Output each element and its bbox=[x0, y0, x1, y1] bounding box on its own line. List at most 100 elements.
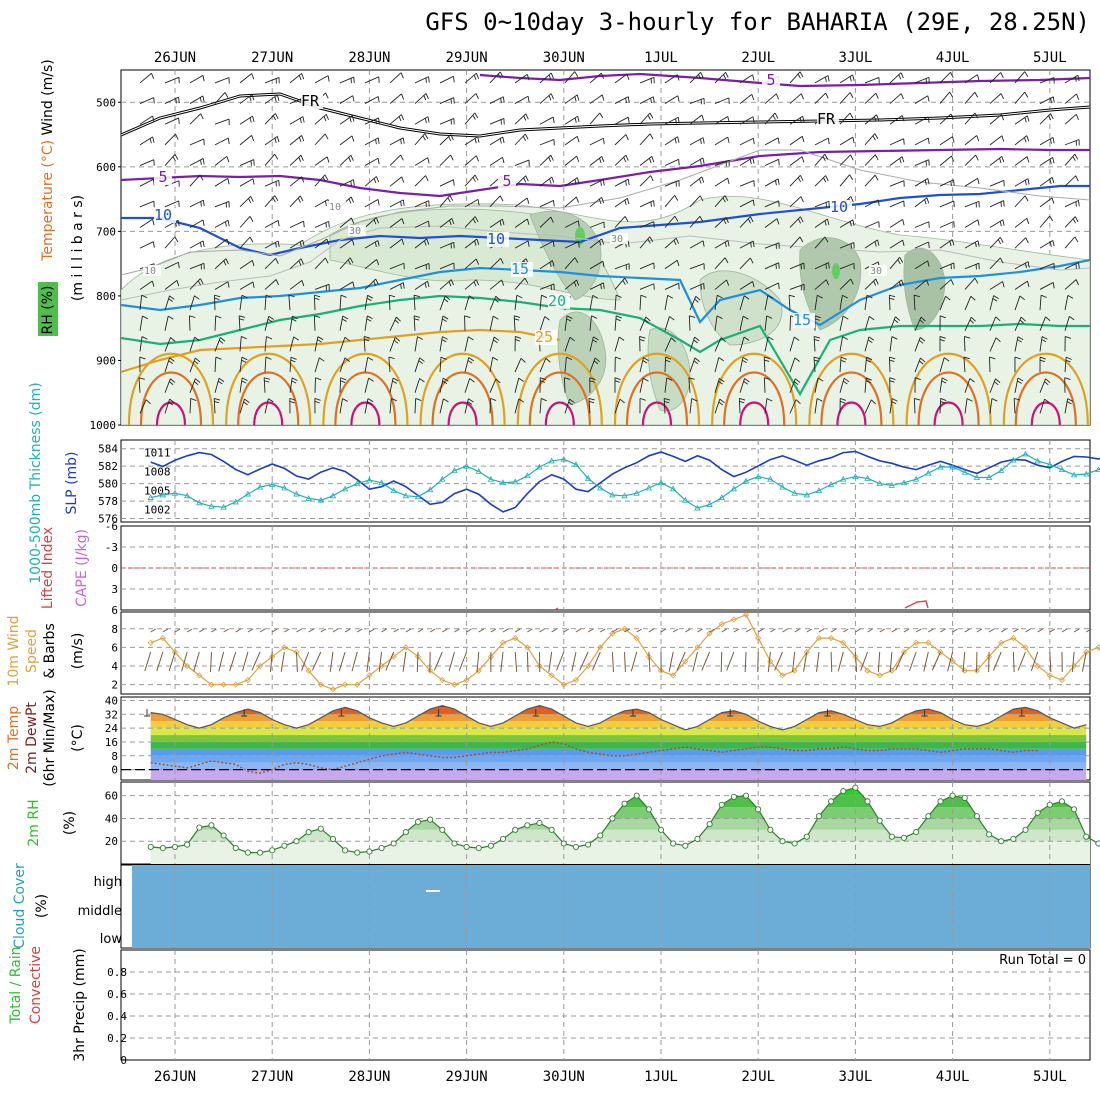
wind-barb-flag bbox=[624, 277, 629, 284]
wind-barb bbox=[439, 195, 451, 208]
wind-barb-flag bbox=[214, 400, 220, 404]
wind-barb-flag bbox=[415, 397, 422, 402]
wind-barb bbox=[864, 77, 880, 84]
temp-contour-35 bbox=[350, 401, 381, 425]
wind-barb-flag bbox=[678, 283, 680, 290]
wind-barb-flag bbox=[342, 398, 348, 402]
wind-barb bbox=[564, 257, 576, 270]
lifted-index-line bbox=[904, 600, 929, 609]
wind-barb bbox=[239, 336, 242, 352]
wind-barb bbox=[314, 283, 330, 290]
wind-barb bbox=[439, 97, 454, 104]
wind-barb bbox=[1039, 96, 1054, 104]
wind-barb-flag bbox=[902, 240, 905, 247]
temp-contour-35 bbox=[544, 401, 575, 425]
wind-barb bbox=[539, 398, 542, 414]
wind-barb-flag bbox=[226, 156, 230, 163]
wind-barb bbox=[964, 154, 977, 166]
wind-barb bbox=[189, 337, 196, 352]
wind-barb-flag bbox=[913, 294, 920, 298]
wind-barb-flag bbox=[840, 356, 847, 360]
wind-barb bbox=[539, 72, 552, 84]
wind-barb bbox=[764, 158, 779, 166]
wind-barb-flag bbox=[600, 180, 602, 186]
wind-barb bbox=[1014, 237, 1027, 249]
chart-title: GFS 0~10day 3-hourly for BAHARIA (29E, 2… bbox=[425, 8, 1090, 36]
wind-barb bbox=[489, 257, 501, 270]
label-bg bbox=[610, 233, 628, 244]
wind-barb bbox=[239, 281, 254, 290]
rh-point bbox=[548, 826, 555, 833]
wind-barb-flag bbox=[323, 116, 327, 122]
wind-barb-flag bbox=[569, 336, 575, 342]
wind-barb-flag bbox=[541, 294, 548, 299]
wind-barb-flag bbox=[375, 119, 377, 125]
wind-speed-point bbox=[244, 676, 251, 684]
rh-point bbox=[317, 825, 324, 832]
wind-barb bbox=[764, 218, 778, 228]
wind-barb bbox=[864, 221, 879, 228]
wind-barb bbox=[414, 398, 417, 414]
wind-barb bbox=[464, 258, 477, 270]
wind-barb-flag bbox=[301, 280, 305, 287]
wind-barb-flag bbox=[813, 356, 820, 360]
wind-barb-flag bbox=[1039, 356, 1046, 360]
rh-point bbox=[694, 835, 701, 842]
wind-barb-flag bbox=[413, 294, 420, 298]
wind-barb-flag bbox=[514, 315, 521, 318]
wind-barb bbox=[964, 91, 976, 104]
wind-barb-flag bbox=[525, 113, 529, 120]
wind-barb bbox=[214, 219, 229, 228]
wind-barb-flag bbox=[899, 158, 902, 164]
wind-barb-flag bbox=[1050, 113, 1054, 120]
wind-barb-flag bbox=[945, 295, 951, 301]
wind-barb-flag bbox=[939, 335, 946, 339]
wind-barb bbox=[571, 651, 577, 672]
temp-contour-30 bbox=[820, 371, 883, 425]
wind-barb-flag bbox=[866, 356, 873, 361]
rh-tick: 40 bbox=[105, 812, 118, 825]
wind-barb bbox=[714, 217, 727, 228]
rh-legend-box bbox=[38, 282, 58, 336]
wind-barb-flag bbox=[766, 398, 773, 402]
wind-barb-flag bbox=[940, 397, 947, 402]
wind-barb bbox=[458, 651, 468, 671]
wind-barb-flag bbox=[342, 315, 349, 320]
wind-barb bbox=[914, 316, 922, 331]
wind-barb bbox=[839, 336, 843, 352]
rh-point bbox=[244, 849, 251, 856]
wind-barb-flag bbox=[995, 378, 1001, 383]
wind-barb-flag bbox=[314, 400, 320, 404]
wind-speed-point bbox=[937, 649, 944, 656]
wind-barb-flag bbox=[266, 336, 273, 340]
wind-barb bbox=[301, 651, 310, 671]
wind-barb-flag bbox=[752, 74, 755, 81]
wind-barb-flag bbox=[350, 180, 352, 186]
wind-barb-flag bbox=[840, 359, 846, 363]
wind-barb bbox=[889, 279, 902, 290]
wind-barb-flag bbox=[167, 315, 174, 320]
wind-barb bbox=[839, 357, 842, 373]
wind-barb-flag bbox=[440, 356, 447, 360]
thickness-point bbox=[1010, 456, 1017, 463]
wind-barb-flag bbox=[468, 357, 475, 362]
thickness-tick: 576 bbox=[98, 513, 118, 526]
wind-barb-flag bbox=[265, 294, 272, 298]
wind-barb-flag bbox=[616, 315, 622, 319]
wind-barb-flag bbox=[552, 241, 555, 248]
wind-barb-flag bbox=[492, 356, 499, 361]
wind-barb-flag bbox=[320, 628, 327, 633]
wind-barb-flag bbox=[830, 628, 837, 633]
wind-barb-flag bbox=[1049, 215, 1054, 222]
wind-barb-flag bbox=[693, 339, 698, 344]
wind-barb bbox=[241, 651, 249, 672]
wind-barb-flag bbox=[817, 377, 824, 382]
pressure-tick: 900 bbox=[96, 354, 116, 367]
wind-barb bbox=[648, 651, 651, 672]
wind-barb bbox=[839, 262, 855, 270]
wind-barb-flag bbox=[600, 284, 602, 290]
wind-barb-flag bbox=[919, 360, 924, 365]
thickness-point bbox=[426, 486, 434, 493]
